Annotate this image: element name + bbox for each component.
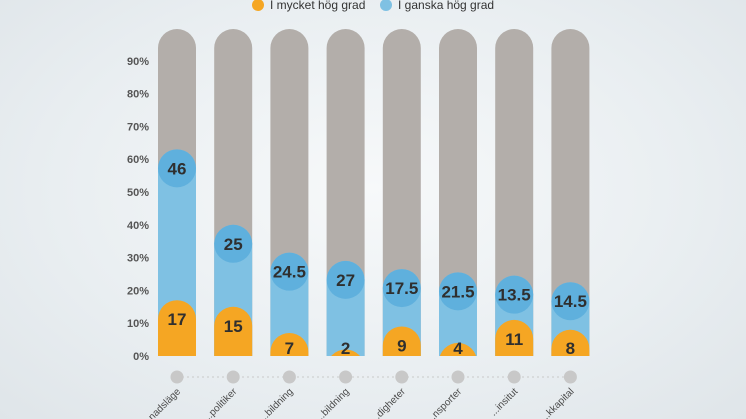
x-axis-dot xyxy=(170,370,184,384)
bar-cap-ganska xyxy=(326,260,365,299)
x-axis-dot xyxy=(507,370,521,384)
x-axis-dot xyxy=(226,370,240,384)
value-label-mycket: 15 xyxy=(224,317,243,336)
x-axis-dot xyxy=(282,370,296,384)
bar-cap-ganska xyxy=(158,149,196,188)
value-label-mycket: 8 xyxy=(566,339,575,358)
value-label-ganska: 21.5 xyxy=(441,282,474,301)
x-axis-dot xyxy=(451,370,465,384)
value-label-ganska: 25 xyxy=(224,235,243,254)
bar-segment-mycket xyxy=(270,333,309,356)
bars xyxy=(158,28,590,356)
x-tick-label: ...politiker xyxy=(201,386,240,419)
y-tick-label: 30% xyxy=(127,253,149,265)
background-bar xyxy=(551,28,590,356)
y-tick-label: 80% xyxy=(127,89,149,101)
value-label-mycket: 17 xyxy=(168,310,187,329)
legend: I mycket hög grad I ganska hög grad xyxy=(252,0,494,12)
legend-swatch xyxy=(252,0,264,11)
legend-label: I mycket hög grad xyxy=(270,0,365,12)
legend-swatch xyxy=(380,0,392,11)
x-tick-label: ...insitut xyxy=(488,386,520,418)
y-tick-label: 10% xyxy=(127,318,149,330)
bar-segment-mycket xyxy=(214,306,253,356)
background-bar xyxy=(439,29,477,356)
value-label-mycket: 4 xyxy=(453,339,463,358)
x-tick-label: ...nadsläge xyxy=(141,386,184,419)
bar-segment-mycket xyxy=(439,342,477,356)
bar-cap-ganska xyxy=(214,224,253,263)
bar-cap-ganska xyxy=(551,282,590,321)
value-label-ganska: 24.5 xyxy=(273,263,306,282)
value-label-mycket: 9 xyxy=(397,336,406,355)
y-tick-label: 20% xyxy=(127,285,149,297)
x-tick-label: ...digheter xyxy=(369,386,409,419)
bar-cap-ganska xyxy=(382,269,421,308)
x-axis-dot xyxy=(563,370,577,384)
bar-segment-mycket xyxy=(326,349,365,356)
x-tick-label: ...bildning xyxy=(257,386,295,419)
x-tick-label: ...bildning xyxy=(314,386,352,419)
y-tick-label: 60% xyxy=(127,154,149,166)
bar-segment-mycket xyxy=(495,319,534,356)
bar-cap-ganska xyxy=(495,275,534,314)
x-axis-dot xyxy=(339,370,353,384)
value-label-ganska: 27 xyxy=(336,271,355,290)
y-axis: 0% 10% 20% 30% 40% 50% 60% 70% 80% 90% xyxy=(127,56,149,363)
x-axis-dot xyxy=(395,370,409,384)
value-label-ganska: 13.5 xyxy=(498,286,531,305)
value-label-ganska: 17.5 xyxy=(385,279,418,298)
y-tick-label: 70% xyxy=(127,121,149,133)
value-label-mycket: 7 xyxy=(285,339,294,358)
x-tick-label: ...kkapital xyxy=(539,386,577,419)
background-bar xyxy=(495,28,534,356)
value-label-ganska: 46 xyxy=(168,159,187,178)
x-tick-label: ...nsporter xyxy=(425,386,465,419)
bar-segment-mycket xyxy=(382,326,421,356)
x-axis: ...nadsläge ...politiker ...bildning ...bil… xyxy=(141,370,577,419)
value-label-mycket: 2 xyxy=(341,339,350,358)
y-tick-label: 40% xyxy=(127,220,149,232)
legend-label: I ganska hög grad xyxy=(398,0,494,12)
bar-segment-mycket xyxy=(551,329,590,356)
y-tick-label: 90% xyxy=(127,56,149,68)
value-label-mycket: 11 xyxy=(505,330,523,349)
value-label-ganska: 14.5 xyxy=(554,292,587,311)
y-tick-label: 0% xyxy=(133,351,149,363)
bar-cap-ganska xyxy=(439,272,477,311)
value-labels: 46 17 25 15 24.5 7 27 2 17.5 9 21.5 4 13.5 11 14.5 8 xyxy=(168,159,587,358)
bar-segment-mycket xyxy=(158,300,196,356)
y-tick-label: 50% xyxy=(127,187,149,199)
bar-cap-ganska xyxy=(270,252,309,291)
